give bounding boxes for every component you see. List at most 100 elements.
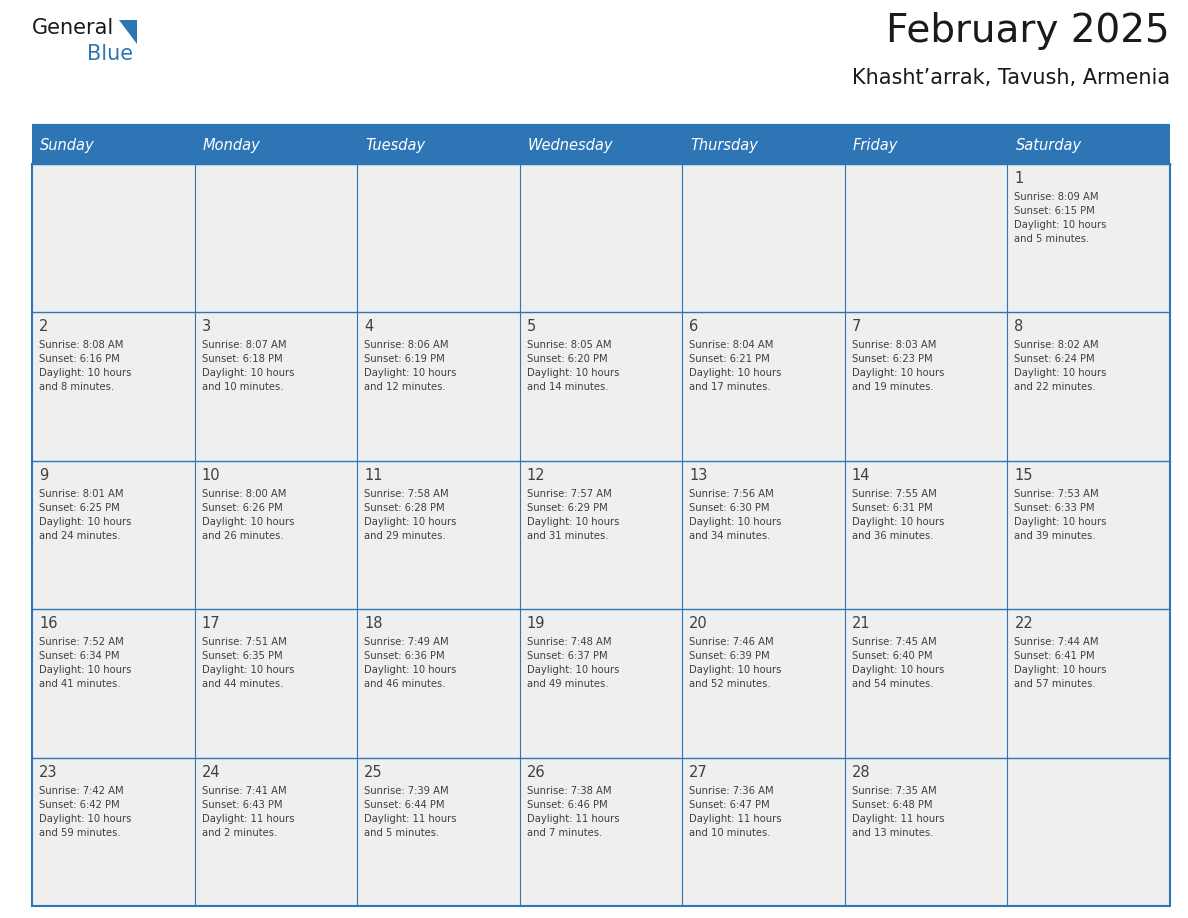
Text: 14: 14 <box>852 468 871 483</box>
Bar <box>195 164 358 312</box>
Text: 16: 16 <box>39 616 57 632</box>
Text: Sunrise: 7:49 AM
Sunset: 6:36 PM
Daylight: 10 hours
and 46 minutes.: Sunrise: 7:49 AM Sunset: 6:36 PM Dayligh… <box>365 637 456 689</box>
Text: 27: 27 <box>689 765 708 779</box>
Text: 1: 1 <box>1015 171 1024 186</box>
Text: Wednesday: Wednesday <box>527 138 613 152</box>
Text: 10: 10 <box>202 468 220 483</box>
Bar <box>845 461 1007 610</box>
Text: Thursday: Thursday <box>690 138 758 152</box>
Text: Friday: Friday <box>853 138 898 152</box>
Bar <box>195 461 358 610</box>
Text: Sunrise: 7:38 AM
Sunset: 6:46 PM
Daylight: 11 hours
and 7 minutes.: Sunrise: 7:38 AM Sunset: 6:46 PM Dayligh… <box>526 786 619 837</box>
Text: 12: 12 <box>526 468 545 483</box>
Text: 11: 11 <box>365 468 383 483</box>
Bar <box>32 461 195 610</box>
Text: Sunrise: 8:09 AM
Sunset: 6:15 PM
Daylight: 10 hours
and 5 minutes.: Sunrise: 8:09 AM Sunset: 6:15 PM Dayligh… <box>1015 192 1107 244</box>
Bar <box>845 610 1007 757</box>
Bar <box>519 312 682 461</box>
Text: Sunrise: 8:05 AM
Sunset: 6:20 PM
Daylight: 10 hours
and 14 minutes.: Sunrise: 8:05 AM Sunset: 6:20 PM Dayligh… <box>526 341 619 392</box>
Text: Khasht’arrak, Tavush, Armenia: Khasht’arrak, Tavush, Armenia <box>852 68 1170 88</box>
Bar <box>682 461 845 610</box>
Text: Sunrise: 8:01 AM
Sunset: 6:25 PM
Daylight: 10 hours
and 24 minutes.: Sunrise: 8:01 AM Sunset: 6:25 PM Dayligh… <box>39 488 132 541</box>
Text: Sunrise: 7:55 AM
Sunset: 6:31 PM
Daylight: 10 hours
and 36 minutes.: Sunrise: 7:55 AM Sunset: 6:31 PM Dayligh… <box>852 488 944 541</box>
Text: Sunrise: 7:36 AM
Sunset: 6:47 PM
Daylight: 11 hours
and 10 minutes.: Sunrise: 7:36 AM Sunset: 6:47 PM Dayligh… <box>689 786 782 837</box>
Text: Sunrise: 7:56 AM
Sunset: 6:30 PM
Daylight: 10 hours
and 34 minutes.: Sunrise: 7:56 AM Sunset: 6:30 PM Dayligh… <box>689 488 782 541</box>
Text: 18: 18 <box>365 616 383 632</box>
Bar <box>358 757 519 906</box>
Text: 7: 7 <box>852 319 861 334</box>
Text: Sunrise: 7:51 AM
Sunset: 6:35 PM
Daylight: 10 hours
and 44 minutes.: Sunrise: 7:51 AM Sunset: 6:35 PM Dayligh… <box>202 637 293 689</box>
Text: 24: 24 <box>202 765 220 779</box>
Text: Sunrise: 7:53 AM
Sunset: 6:33 PM
Daylight: 10 hours
and 39 minutes.: Sunrise: 7:53 AM Sunset: 6:33 PM Dayligh… <box>1015 488 1107 541</box>
Bar <box>519 164 682 312</box>
Text: 22: 22 <box>1015 616 1034 632</box>
Text: 28: 28 <box>852 765 871 779</box>
Text: Sunrise: 7:41 AM
Sunset: 6:43 PM
Daylight: 11 hours
and 2 minutes.: Sunrise: 7:41 AM Sunset: 6:43 PM Dayligh… <box>202 786 295 837</box>
Bar <box>519 461 682 610</box>
Text: 2: 2 <box>39 319 49 334</box>
Bar <box>1007 312 1170 461</box>
Bar <box>32 312 195 461</box>
Text: Blue: Blue <box>87 44 133 64</box>
Bar <box>358 312 519 461</box>
Text: Sunrise: 7:46 AM
Sunset: 6:39 PM
Daylight: 10 hours
and 52 minutes.: Sunrise: 7:46 AM Sunset: 6:39 PM Dayligh… <box>689 637 782 689</box>
Text: Sunrise: 7:48 AM
Sunset: 6:37 PM
Daylight: 10 hours
and 49 minutes.: Sunrise: 7:48 AM Sunset: 6:37 PM Dayligh… <box>526 637 619 689</box>
Text: Sunrise: 8:04 AM
Sunset: 6:21 PM
Daylight: 10 hours
and 17 minutes.: Sunrise: 8:04 AM Sunset: 6:21 PM Dayligh… <box>689 341 782 392</box>
Text: 6: 6 <box>689 319 699 334</box>
Text: Sunday: Sunday <box>40 138 95 152</box>
Text: Sunrise: 7:57 AM
Sunset: 6:29 PM
Daylight: 10 hours
and 31 minutes.: Sunrise: 7:57 AM Sunset: 6:29 PM Dayligh… <box>526 488 619 541</box>
Bar <box>195 312 358 461</box>
Bar <box>1007 461 1170 610</box>
Text: 9: 9 <box>39 468 49 483</box>
Text: Sunrise: 7:35 AM
Sunset: 6:48 PM
Daylight: 11 hours
and 13 minutes.: Sunrise: 7:35 AM Sunset: 6:48 PM Dayligh… <box>852 786 944 837</box>
Bar <box>1007 164 1170 312</box>
Bar <box>519 127 682 164</box>
Text: 19: 19 <box>526 616 545 632</box>
Bar <box>682 127 845 164</box>
Bar <box>845 127 1007 164</box>
Text: 25: 25 <box>365 765 383 779</box>
Text: 23: 23 <box>39 765 57 779</box>
Text: Sunrise: 8:07 AM
Sunset: 6:18 PM
Daylight: 10 hours
and 10 minutes.: Sunrise: 8:07 AM Sunset: 6:18 PM Dayligh… <box>202 341 293 392</box>
Bar <box>358 461 519 610</box>
Bar <box>845 312 1007 461</box>
Text: 15: 15 <box>1015 468 1032 483</box>
Text: 21: 21 <box>852 616 871 632</box>
Bar <box>195 757 358 906</box>
Text: Sunrise: 7:52 AM
Sunset: 6:34 PM
Daylight: 10 hours
and 41 minutes.: Sunrise: 7:52 AM Sunset: 6:34 PM Dayligh… <box>39 637 132 689</box>
Bar <box>845 757 1007 906</box>
Text: 3: 3 <box>202 319 210 334</box>
Bar <box>519 610 682 757</box>
Text: Sunrise: 8:02 AM
Sunset: 6:24 PM
Daylight: 10 hours
and 22 minutes.: Sunrise: 8:02 AM Sunset: 6:24 PM Dayligh… <box>1015 341 1107 392</box>
Text: Sunrise: 8:06 AM
Sunset: 6:19 PM
Daylight: 10 hours
and 12 minutes.: Sunrise: 8:06 AM Sunset: 6:19 PM Dayligh… <box>365 341 456 392</box>
Bar <box>1007 610 1170 757</box>
Polygon shape <box>119 20 137 44</box>
Text: General: General <box>32 18 114 38</box>
Bar <box>358 127 519 164</box>
Text: Monday: Monday <box>203 138 260 152</box>
Text: 17: 17 <box>202 616 220 632</box>
Text: Sunrise: 7:45 AM
Sunset: 6:40 PM
Daylight: 10 hours
and 54 minutes.: Sunrise: 7:45 AM Sunset: 6:40 PM Dayligh… <box>852 637 944 689</box>
Text: Tuesday: Tuesday <box>365 138 425 152</box>
Text: February 2025: February 2025 <box>886 12 1170 50</box>
Bar <box>682 312 845 461</box>
Text: 13: 13 <box>689 468 708 483</box>
Text: Sunrise: 8:00 AM
Sunset: 6:26 PM
Daylight: 10 hours
and 26 minutes.: Sunrise: 8:00 AM Sunset: 6:26 PM Dayligh… <box>202 488 293 541</box>
Bar <box>682 757 845 906</box>
Text: Sunrise: 7:42 AM
Sunset: 6:42 PM
Daylight: 10 hours
and 59 minutes.: Sunrise: 7:42 AM Sunset: 6:42 PM Dayligh… <box>39 786 132 837</box>
Bar <box>358 610 519 757</box>
Bar <box>845 164 1007 312</box>
Text: Sunrise: 7:58 AM
Sunset: 6:28 PM
Daylight: 10 hours
and 29 minutes.: Sunrise: 7:58 AM Sunset: 6:28 PM Dayligh… <box>365 488 456 541</box>
Text: Sunrise: 7:39 AM
Sunset: 6:44 PM
Daylight: 11 hours
and 5 minutes.: Sunrise: 7:39 AM Sunset: 6:44 PM Dayligh… <box>365 786 456 837</box>
Bar <box>519 757 682 906</box>
Bar <box>682 164 845 312</box>
Bar <box>358 164 519 312</box>
Bar <box>32 164 195 312</box>
Text: Sunrise: 8:03 AM
Sunset: 6:23 PM
Daylight: 10 hours
and 19 minutes.: Sunrise: 8:03 AM Sunset: 6:23 PM Dayligh… <box>852 341 944 392</box>
Bar <box>1007 127 1170 164</box>
Text: Saturday: Saturday <box>1016 138 1081 152</box>
Bar <box>32 757 195 906</box>
Text: 8: 8 <box>1015 319 1024 334</box>
Text: 26: 26 <box>526 765 545 779</box>
Bar <box>32 164 1170 906</box>
